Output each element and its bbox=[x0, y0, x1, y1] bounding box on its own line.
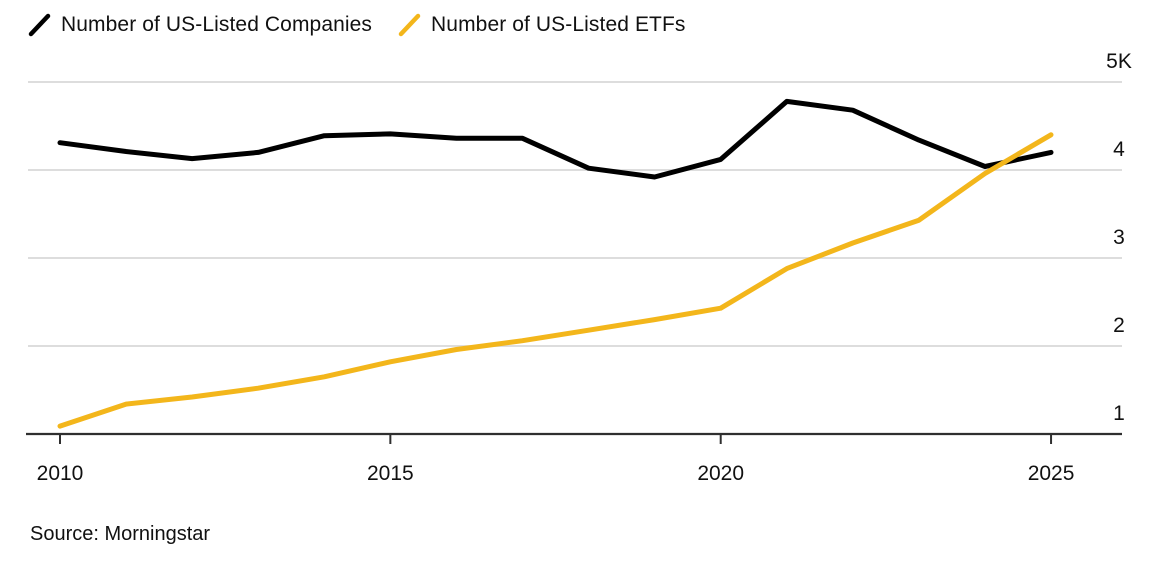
legend-item-companies: Number of US-Listed Companies bbox=[28, 12, 372, 38]
x-axis-tick-label: 2025 bbox=[1028, 462, 1075, 485]
legend-item-etfs: Number of US-Listed ETFs bbox=[398, 12, 685, 38]
companies-line-swatch-icon bbox=[28, 13, 51, 37]
legend-label-etfs: Number of US-Listed ETFs bbox=[431, 13, 686, 36]
x-axis-tick-label: 2010 bbox=[37, 462, 84, 485]
chart-legend: Number of US-Listed Companies Number of … bbox=[28, 12, 686, 38]
line-chart-canvas: 5K 4 3 2 1 2010 2015 2020 2025 bbox=[26, 50, 1132, 485]
y-axis-tick-label: 1 bbox=[1113, 402, 1125, 425]
us-listed-etfs-line bbox=[57, 132, 1054, 429]
y-axis-tick-label: 5K bbox=[1106, 50, 1132, 73]
us-listed-companies-line bbox=[57, 98, 1054, 180]
y-axis-tick-label: 3 bbox=[1113, 226, 1125, 249]
y-axis-tick-label: 4 bbox=[1113, 138, 1125, 161]
x-axis-tick-label: 2015 bbox=[367, 462, 414, 485]
x-axis-tick-label: 2020 bbox=[697, 462, 744, 485]
source-caption: Source: Morningstar bbox=[30, 523, 211, 545]
legend-label-companies: Number of US-Listed Companies bbox=[61, 13, 373, 36]
y-axis-tick-label: 2 bbox=[1113, 314, 1125, 337]
etfs-line-swatch-icon bbox=[398, 13, 421, 37]
